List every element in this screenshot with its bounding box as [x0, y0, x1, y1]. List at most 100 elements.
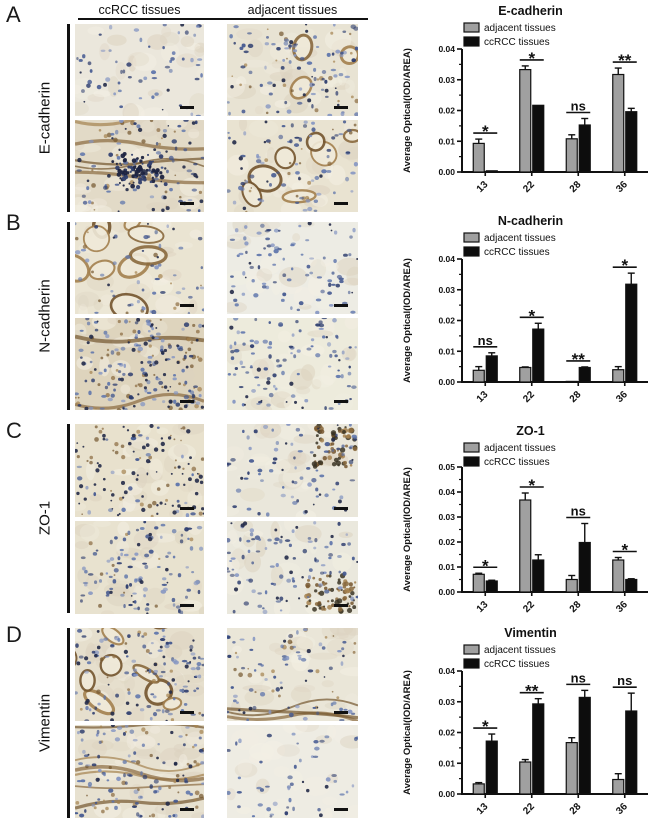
x-tick-label: 28: [568, 389, 584, 405]
bar: [578, 541, 591, 593]
bar-chart: N-cadherin adjacent tissues ccRCC tissues 0…: [402, 214, 648, 405]
x-tick-label: 36: [614, 389, 630, 405]
legend-swatch: [463, 232, 480, 243]
micrograph-b-adjacent-top: [227, 222, 358, 314]
significance-label: *: [528, 476, 535, 495]
scale-bar: [180, 604, 194, 607]
column-header-adjacent: adjacent tissues: [247, 3, 338, 17]
x-tick-label: 13: [475, 389, 491, 405]
bar: [578, 124, 591, 173]
bar: [472, 573, 485, 593]
panel-bracket-c: [67, 424, 70, 613]
micrograph-d-adjacent-top: [227, 628, 358, 721]
legend-label: adjacent tissues: [484, 233, 556, 244]
chart-title: Vimentin: [504, 626, 557, 640]
y-axis-label: Average Optical(IOD/AREA): [402, 258, 413, 383]
row-label-e-cadherin: E-cadherin: [36, 81, 54, 155]
x-tick-label: 36: [614, 179, 630, 195]
legend-label: ccRCC tissues: [484, 247, 550, 258]
bar: [472, 142, 485, 173]
scale-bar: [180, 507, 194, 510]
significance-label: *: [482, 717, 489, 736]
micrograph-c-adjacent-top: [227, 424, 358, 517]
bar: [612, 73, 625, 173]
legend-label: ccRCC tissues: [484, 37, 550, 48]
micrograph-image: [75, 424, 204, 517]
legend-label: adjacent tissues: [484, 645, 556, 656]
bar: [485, 170, 498, 173]
y-tick-label: 0.01: [438, 562, 455, 572]
micrograph-image: [75, 521, 204, 614]
micrograph-a-ccrcc-bottom: [75, 120, 204, 212]
scale-bar: [334, 400, 348, 403]
bar: [485, 355, 498, 383]
significance-label: *: [482, 122, 489, 141]
y-tick-label: 0.04: [438, 487, 455, 497]
bar: [625, 710, 638, 795]
bar: [625, 578, 638, 593]
panel-bracket-b: [67, 222, 70, 410]
y-tick-label: 0.03: [438, 697, 455, 707]
y-tick-label: 0.02: [438, 106, 455, 116]
y-tick-label: 0.01: [438, 758, 455, 768]
significance-label: **: [525, 682, 539, 701]
scale-bar: [334, 106, 348, 109]
legend-swatch: [463, 442, 480, 453]
y-tick-label: 0.05: [438, 462, 455, 472]
chart-n-cadherin: N-cadherin adjacent tissues ccRCC tissues 0…: [400, 210, 661, 417]
micrograph-c-ccrcc-top: [75, 424, 204, 517]
bar: [612, 369, 625, 383]
significance-label: *: [528, 49, 535, 68]
legend-swatch: [463, 36, 480, 47]
scale-bar: [180, 304, 194, 307]
bar: [578, 366, 591, 383]
legend-swatch: [463, 644, 480, 655]
scale-bar: [334, 202, 348, 205]
legend-swatch: [463, 22, 480, 33]
micrograph-b-adjacent-bottom: [227, 318, 358, 410]
y-tick-label: 0.02: [438, 728, 455, 738]
micrograph-b-ccrcc-top: [75, 222, 204, 314]
legend-label: adjacent tissues: [484, 443, 556, 454]
micrograph-image: [227, 521, 358, 614]
bar: [472, 369, 485, 383]
legend-swatch: [463, 246, 480, 257]
micrograph-image: [227, 424, 358, 517]
bar: [519, 68, 532, 173]
scale-bar: [334, 711, 348, 714]
y-tick-label: 0.03: [438, 285, 455, 295]
bar: [532, 559, 545, 593]
scale-bar: [334, 808, 348, 811]
y-tick-label: 0.00: [438, 789, 455, 799]
bar: [565, 138, 578, 173]
y-tick-label: 0.00: [438, 167, 455, 177]
panel-bracket-a: [67, 24, 70, 212]
scale-bar: [334, 304, 348, 307]
micrograph-a-adjacent-bottom: [227, 120, 358, 212]
bar: [578, 696, 591, 795]
bar: [485, 740, 498, 795]
panel-letter-a: A: [6, 2, 21, 27]
chart-e-cadherin: E-cadherin adjacent tissues ccRCC tissues 0…: [400, 0, 661, 207]
micrograph-a-adjacent-top: [227, 24, 358, 116]
bar: [565, 741, 578, 795]
bar: [472, 783, 485, 795]
chart-vimentin: Vimentin adjacent tissues ccRCC tissues 0.0…: [400, 622, 661, 829]
y-axis-label: Average Optical(IOD/AREA): [402, 467, 413, 592]
bar-chart: Vimentin adjacent tissues ccRCC tissues 0.0…: [402, 626, 648, 817]
x-tick-label: 28: [568, 801, 584, 817]
scale-bar: [180, 711, 194, 714]
micrograph-b-ccrcc-bottom: [75, 318, 204, 410]
x-tick-label: 13: [475, 599, 491, 615]
y-tick-label: 0.00: [438, 377, 455, 387]
x-tick-label: 28: [568, 179, 584, 195]
significance-label: **: [618, 51, 632, 70]
x-tick-label: 22: [521, 389, 537, 405]
header-underline: [78, 18, 368, 20]
x-tick-label: 22: [521, 179, 537, 195]
column-header-ccrcc: ccRCC tissues: [98, 3, 181, 17]
legend-swatch: [463, 456, 480, 467]
micrograph-image: [75, 628, 204, 721]
y-tick-label: 0.04: [438, 254, 455, 264]
